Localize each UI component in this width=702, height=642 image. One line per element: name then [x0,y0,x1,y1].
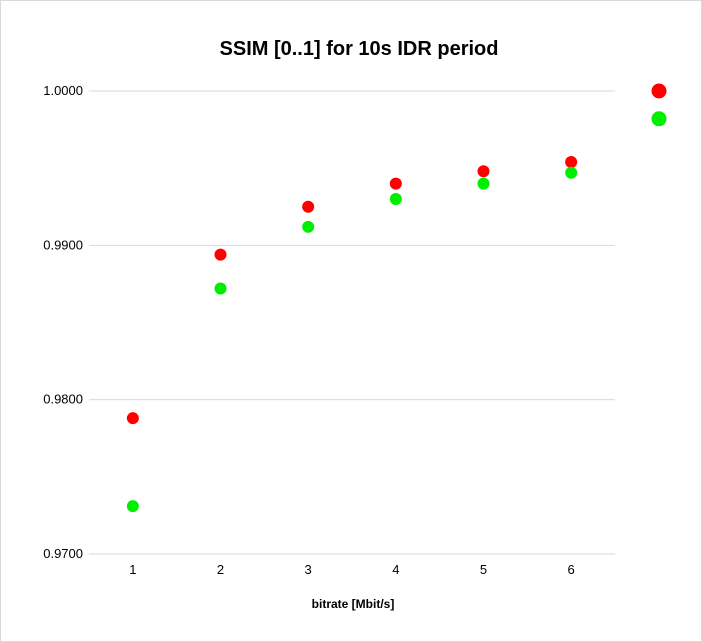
x-tick-label: 2 [217,562,224,577]
y-tick-label: 0.9800 [43,392,83,407]
outlier-point-series-2 [651,111,667,127]
x-axis-ticks: 1 2 3 4 5 6 [129,562,575,577]
x-tick-label: 1 [129,562,136,577]
data-point-series-2 [126,500,139,513]
outlier-point-series-1 [651,83,667,99]
data-point-series-2 [302,220,315,233]
data-point-series-1 [477,165,490,178]
x-tick-label: 3 [305,562,312,577]
data-point-series-2 [214,282,227,295]
x-tick-label: 6 [568,562,575,577]
data-points [126,83,667,513]
y-tick-label: 1.0000 [43,83,83,98]
x-tick-label: 5 [480,562,487,577]
y-axis-ticks: 0.9700 0.9800 0.9900 1.0000 [43,83,83,561]
y-tick-label: 0.9700 [43,546,83,561]
x-axis-title: bitrate [Mbit/s] [312,597,395,611]
x-tick-label: 4 [392,562,399,577]
data-point-series-1 [389,177,402,190]
chart-title: SSIM [0..1] for 10s IDR period [220,38,499,60]
data-point-series-2 [565,166,578,179]
data-point-series-1 [126,412,139,425]
data-point-series-1 [565,155,578,168]
data-point-series-2 [477,177,490,190]
data-point-series-1 [302,200,315,213]
data-point-series-2 [389,193,402,206]
gridlines [89,90,615,401]
data-point-series-1 [214,248,227,261]
y-tick-label: 0.9900 [43,237,83,252]
